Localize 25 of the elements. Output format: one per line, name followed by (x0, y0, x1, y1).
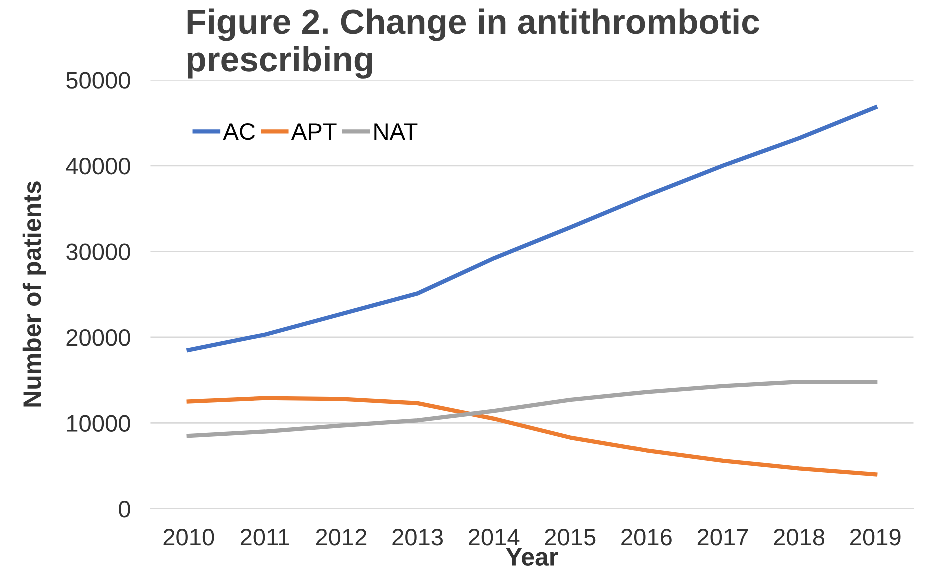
x-tick-label: 2011 (240, 529, 290, 546)
x-tick-label: 2010 (164, 529, 214, 546)
chart-title: Figure 2. Change in antithrombotic prescribing (188, 8, 760, 79)
line-series (186, 106, 878, 352)
x-tick-label: 2015 (545, 529, 596, 546)
legend-label: AC (223, 123, 256, 140)
x-axis-title: Year (506, 548, 558, 566)
x-tick-label: 2014 (469, 529, 520, 546)
legend-label: NAT (374, 124, 418, 140)
y-tick-label: 40000 (66, 158, 130, 175)
legend-label: APT (291, 124, 337, 140)
y-tick-label: 20000 (66, 329, 130, 346)
y-tick-label: 50000 (66, 72, 130, 89)
line-series (186, 396, 878, 477)
y-axis-title: Number of patients (22, 182, 46, 407)
y-tick-label: 10000 (67, 415, 130, 432)
y-tick-label: 0 (119, 501, 130, 518)
line-series (186, 380, 878, 438)
x-tick-label: 2016 (622, 529, 672, 546)
y-tick-label: 30000 (66, 244, 130, 260)
x-tick-label: 2012 (316, 529, 367, 546)
x-tick-label: 2019 (850, 529, 901, 546)
x-tick-label: 2017 (698, 529, 748, 546)
x-tick-label: 2013 (392, 529, 444, 546)
x-tick-label: 2018 (774, 529, 825, 546)
